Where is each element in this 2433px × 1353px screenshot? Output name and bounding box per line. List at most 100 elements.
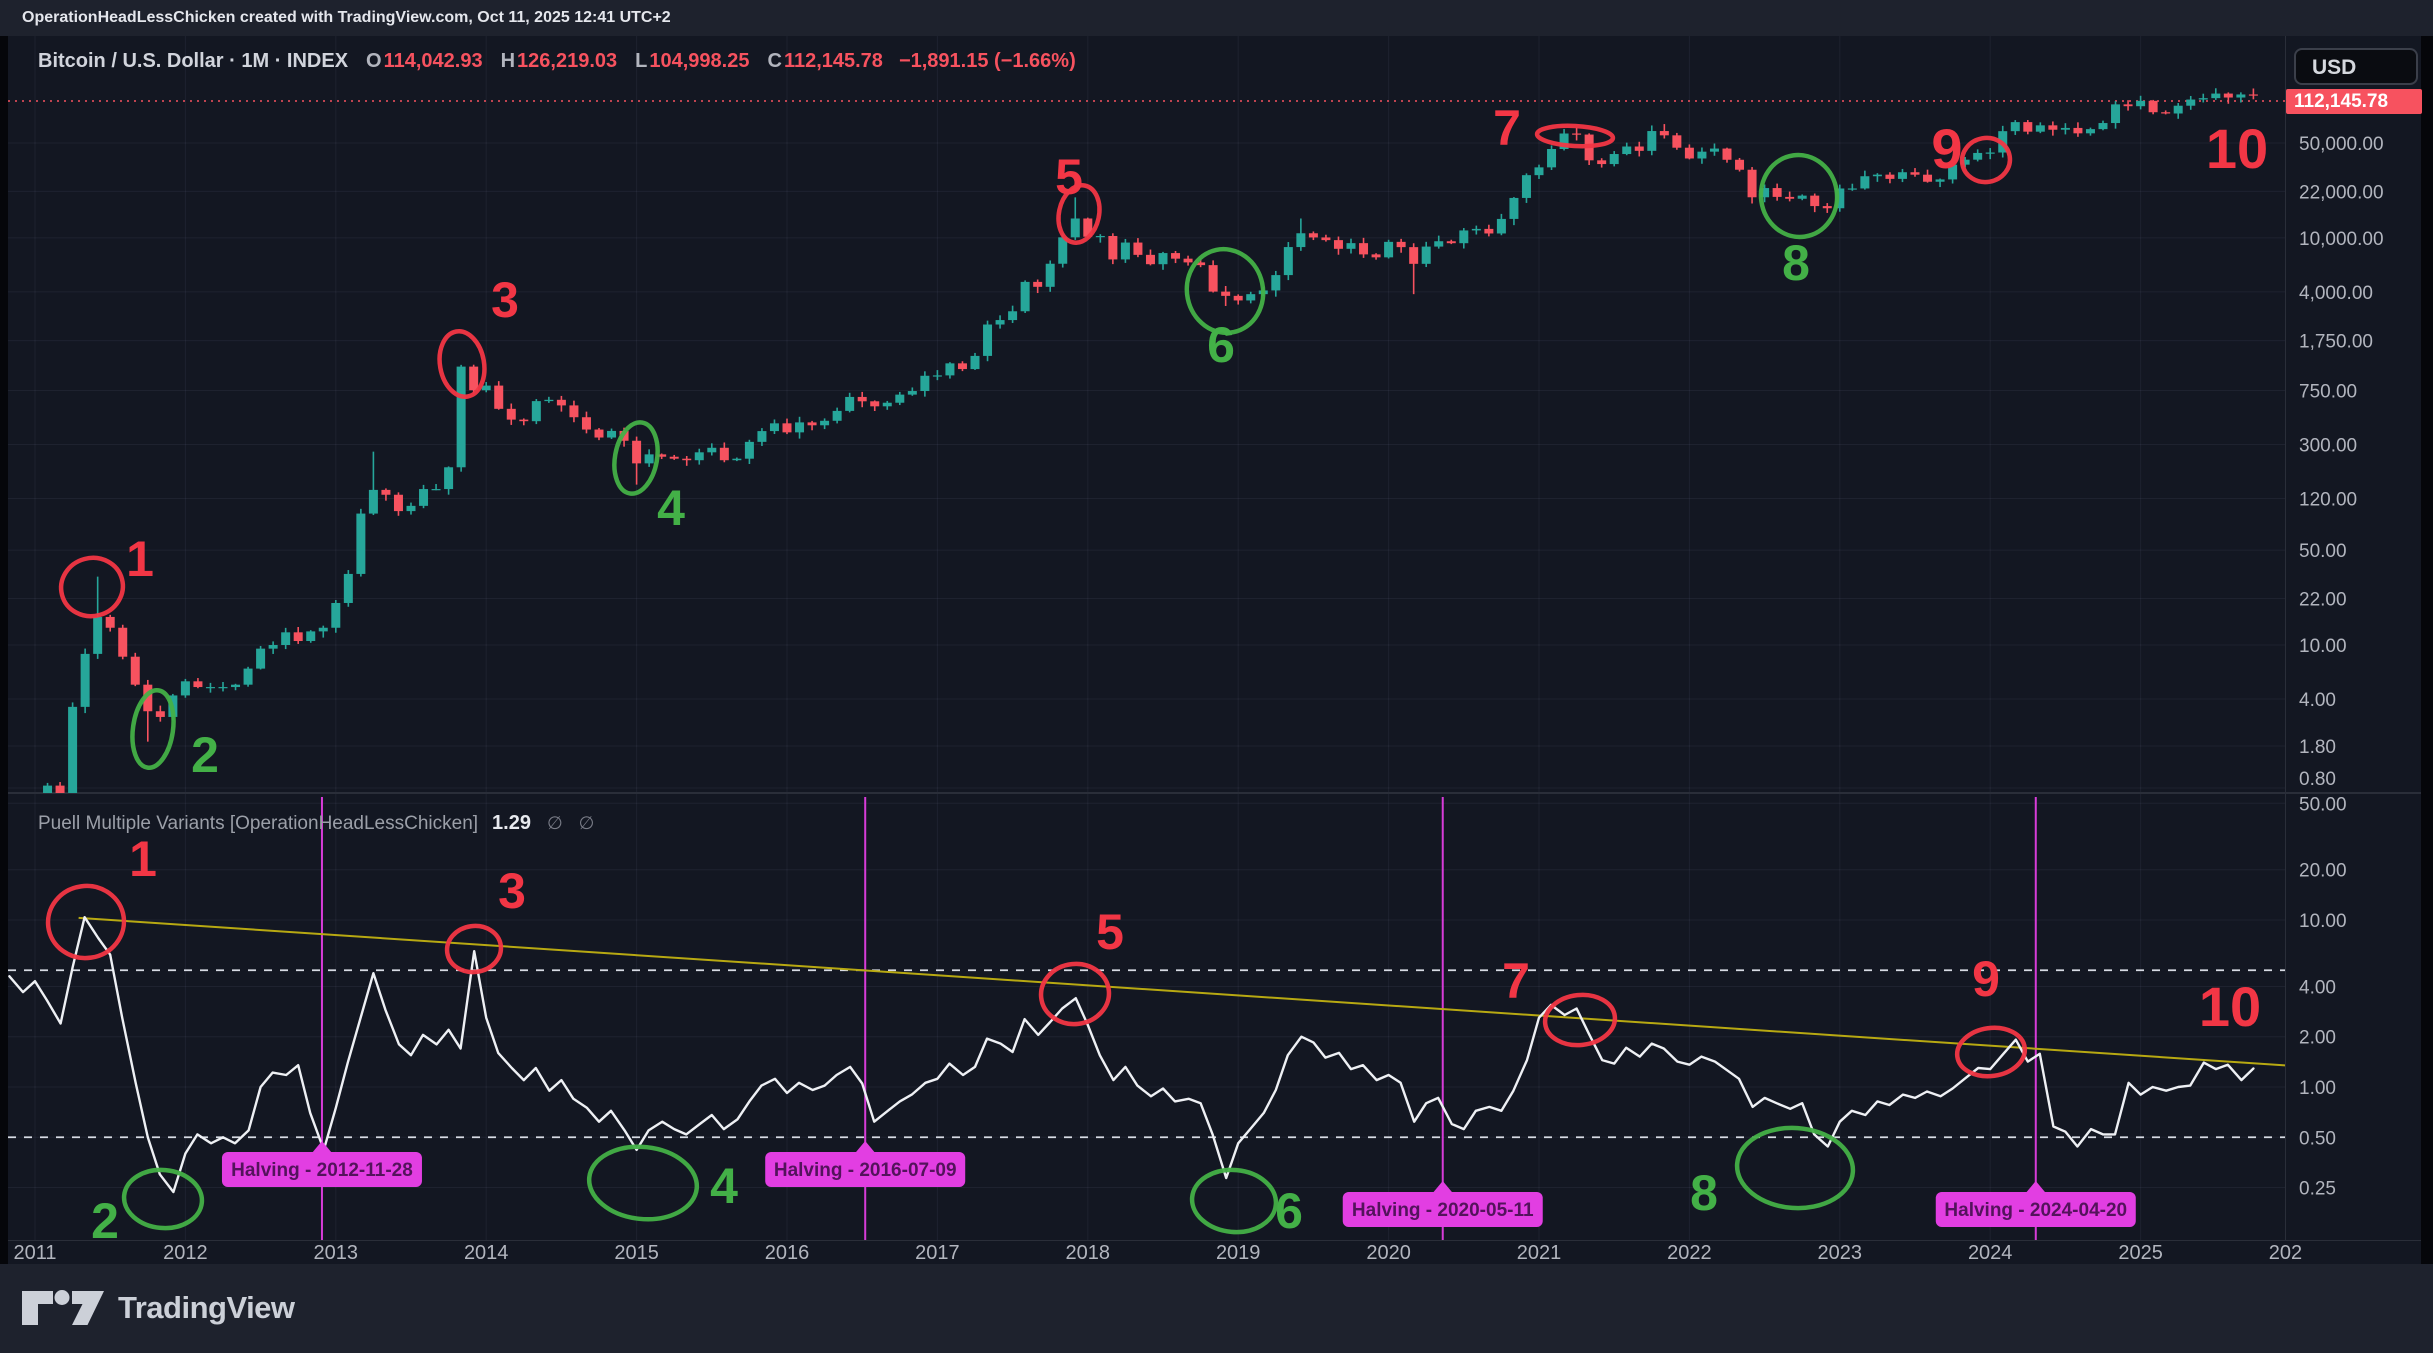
svg-text:2019: 2019 bbox=[1216, 1242, 1261, 1264]
indicator-value: 1.29 bbox=[492, 812, 531, 834]
svg-text:50.00: 50.00 bbox=[2299, 794, 2347, 815]
svg-text:2016: 2016 bbox=[765, 1242, 810, 1264]
indicator-legend[interactable]: Puell Multiple Variants [OperationHeadLe… bbox=[38, 812, 594, 835]
time-axis[interactable] bbox=[8, 1241, 2421, 1264]
open-label: O bbox=[366, 50, 382, 72]
time-axis-labels: 2011 2012 2013 2014 2015 2016 2017 2018 2019 2020… bbox=[13, 1242, 2314, 1264]
svg-text:1,750.00: 1,750.00 bbox=[2299, 332, 2373, 353]
svg-text:1: 1 bbox=[126, 531, 154, 587]
svg-text:7: 7 bbox=[1502, 953, 1530, 1009]
svg-text:3: 3 bbox=[491, 272, 519, 328]
last-price-tag: 112,145.78 bbox=[2286, 89, 2422, 114]
tradingview-brand-text: TradingView bbox=[118, 1290, 295, 1325]
symbol-legend[interactable]: Bitcoin / U.S. Dollar · 1M · INDEX O 114,0… bbox=[38, 50, 1076, 73]
svg-text:10,000.00: 10,000.00 bbox=[2299, 229, 2384, 250]
svg-text:2026: 2026 bbox=[2269, 1242, 2314, 1264]
symbol-title: Bitcoin / U.S. Dollar · 1M · INDEX bbox=[38, 50, 349, 72]
svg-text:8: 8 bbox=[1782, 235, 1810, 291]
svg-text:0.50: 0.50 bbox=[2299, 1128, 2336, 1149]
indicator-title: Puell Multiple Variants [OperationHeadLe… bbox=[38, 813, 479, 834]
svg-text:Halving - 2024-04-20: Halving - 2024-04-20 bbox=[1944, 1200, 2127, 1221]
svg-text:8: 8 bbox=[1690, 1165, 1718, 1221]
attribution-text: OperationHeadLessChicken created with Tr… bbox=[22, 9, 671, 26]
svg-text:22.00: 22.00 bbox=[2299, 590, 2347, 611]
svg-text:120.00: 120.00 bbox=[2299, 490, 2357, 511]
high-label: H bbox=[500, 50, 516, 72]
trendline bbox=[78, 916, 2285, 1067]
svg-text:2.00: 2.00 bbox=[2299, 1028, 2336, 1049]
svg-text:0.25: 0.25 bbox=[2299, 1179, 2336, 1200]
svg-text:6: 6 bbox=[1207, 317, 1235, 373]
footer-bar: TradingView bbox=[0, 1264, 2433, 1353]
close-label: C bbox=[767, 50, 782, 72]
svg-text:3: 3 bbox=[498, 863, 526, 919]
svg-text:4: 4 bbox=[710, 1158, 738, 1214]
svg-text:9: 9 bbox=[1972, 951, 2000, 1007]
svg-text:Halving - 2016-07-09: Halving - 2016-07-09 bbox=[774, 1160, 957, 1181]
svg-text:5: 5 bbox=[1096, 904, 1124, 960]
svg-text:2011: 2011 bbox=[13, 1242, 56, 1264]
svg-text:0.80: 0.80 bbox=[2299, 769, 2336, 790]
halving-label: Halving - 2012-11-28 bbox=[221, 1141, 422, 1187]
svg-text:50,000.00: 50,000.00 bbox=[2299, 134, 2384, 155]
svg-text:2020: 2020 bbox=[1366, 1242, 1411, 1264]
svg-text:2017: 2017 bbox=[915, 1242, 960, 1264]
price-scale[interactable] bbox=[2286, 36, 2421, 1240]
svg-text:2024: 2024 bbox=[1968, 1242, 2013, 1264]
high-value: 126,219.03 bbox=[517, 50, 618, 72]
gridlines bbox=[8, 36, 2285, 1240]
low-value: 104,998.25 bbox=[649, 50, 750, 72]
svg-text:Halving - 2020-05-11: Halving - 2020-05-11 bbox=[1352, 1200, 1534, 1221]
svg-text:2014: 2014 bbox=[464, 1242, 509, 1264]
cycle-annotations-lower: 1 2 3 4 5 6 7 8 9 10 bbox=[45, 831, 2261, 1249]
svg-text:2023: 2023 bbox=[1818, 1242, 1863, 1264]
cycle-annotations-upper: 1 2 3 4 5 6 7 8 9 10 bbox=[58, 100, 2268, 783]
halving-label: Halving - 2024-04-20 bbox=[1935, 1181, 2136, 1227]
indicator-null-icon: ∅ bbox=[546, 813, 563, 833]
chart-background bbox=[8, 36, 2421, 1264]
candlestick-series bbox=[43, 88, 2258, 793]
indicator-pane bbox=[8, 797, 2285, 1240]
svg-text:9: 9 bbox=[1931, 117, 1962, 180]
halving-label: Halving - 2016-07-09 bbox=[765, 1141, 966, 1187]
svg-text:2: 2 bbox=[191, 727, 219, 783]
svg-text:2012: 2012 bbox=[163, 1242, 208, 1264]
currency-button[interactable]: USD bbox=[2294, 48, 2418, 85]
open-value: 114,042.93 bbox=[383, 50, 483, 72]
svg-text:4,000.00: 4,000.00 bbox=[2299, 283, 2373, 304]
svg-text:5: 5 bbox=[1055, 149, 1083, 205]
svg-text:10: 10 bbox=[2199, 975, 2261, 1038]
svg-text:300.00: 300.00 bbox=[2299, 436, 2357, 457]
svg-text:6: 6 bbox=[1275, 1183, 1303, 1239]
svg-text:20.00: 20.00 bbox=[2299, 861, 2347, 882]
svg-text:1: 1 bbox=[129, 831, 157, 887]
indicator-null-icon: ∅ bbox=[578, 813, 595, 833]
low-label: L bbox=[635, 50, 648, 72]
svg-text:50.00: 50.00 bbox=[2299, 541, 2347, 562]
change-value: −1,891.15 (−1.66%) bbox=[898, 50, 1076, 72]
svg-text:10.00: 10.00 bbox=[2299, 636, 2347, 657]
svg-text:1.00: 1.00 bbox=[2299, 1078, 2336, 1099]
svg-text:2025: 2025 bbox=[2118, 1242, 2163, 1264]
indicator-line bbox=[8, 916, 2255, 1194]
svg-text:22,000.00: 22,000.00 bbox=[2299, 182, 2384, 203]
svg-text:2015: 2015 bbox=[614, 1242, 659, 1264]
svg-text:Halving - 2012-11-28: Halving - 2012-11-28 bbox=[231, 1160, 413, 1181]
top-attribution-bar: OperationHeadLessChicken created with Tr… bbox=[0, 0, 2433, 36]
svg-text:7: 7 bbox=[1493, 100, 1521, 156]
tradingview-logo-icon bbox=[22, 1290, 104, 1325]
halving-label: Halving - 2020-05-11 bbox=[1342, 1181, 1543, 1227]
svg-text:2: 2 bbox=[91, 1193, 119, 1249]
svg-text:1.80: 1.80 bbox=[2299, 737, 2336, 758]
right-edge-strip bbox=[2421, 36, 2433, 1264]
svg-text:10: 10 bbox=[2206, 117, 2268, 180]
svg-text:2022: 2022 bbox=[1667, 1242, 1712, 1264]
svg-text:750.00: 750.00 bbox=[2299, 382, 2357, 403]
svg-text:10.00: 10.00 bbox=[2299, 911, 2347, 932]
svg-text:4.00: 4.00 bbox=[2299, 977, 2336, 998]
svg-text:2013: 2013 bbox=[314, 1242, 359, 1264]
close-value: 112,145.78 bbox=[783, 50, 883, 72]
svg-text:2021: 2021 bbox=[1517, 1242, 1562, 1264]
